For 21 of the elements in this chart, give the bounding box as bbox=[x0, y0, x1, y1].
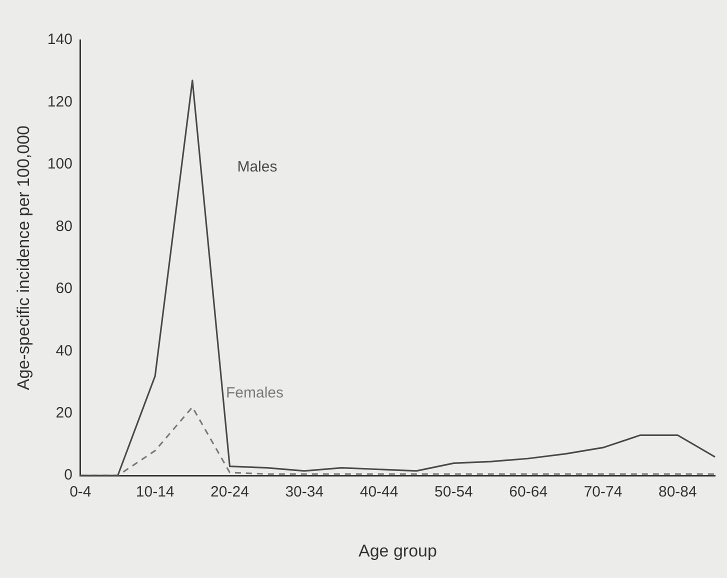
y-tick-label: 100 bbox=[47, 156, 72, 173]
y-axis-title: Age-specific incidence per 100,000 bbox=[14, 125, 33, 390]
x-tick-label: 30-34 bbox=[285, 484, 324, 501]
y-tick-label: 60 bbox=[56, 280, 72, 298]
x-tick-label: 70-74 bbox=[584, 484, 622, 501]
text: Males bbox=[237, 158, 278, 176]
x-tick-label: 0-4 bbox=[70, 484, 92, 501]
x-tick-label: 80-84 bbox=[658, 484, 697, 501]
y-tick-label: 120 bbox=[47, 93, 72, 110]
y-tick-label: 0 bbox=[64, 466, 72, 484]
y-tick-label: 140 bbox=[47, 31, 72, 48]
y-tick-label: 20 bbox=[56, 404, 72, 422]
y-tick-label: 80 bbox=[56, 218, 72, 235]
x-tick-label: 50-54 bbox=[434, 484, 473, 501]
y-tick-label: 40 bbox=[56, 342, 72, 360]
x-tick-label: 60-64 bbox=[509, 484, 548, 501]
x-tick-label: 40-44 bbox=[360, 484, 398, 501]
x-tick-label: 10-14 bbox=[136, 484, 174, 501]
x-axis-title: Age group bbox=[358, 541, 437, 560]
text: Females bbox=[226, 384, 284, 402]
x-tick-label: 20-24 bbox=[210, 484, 249, 501]
